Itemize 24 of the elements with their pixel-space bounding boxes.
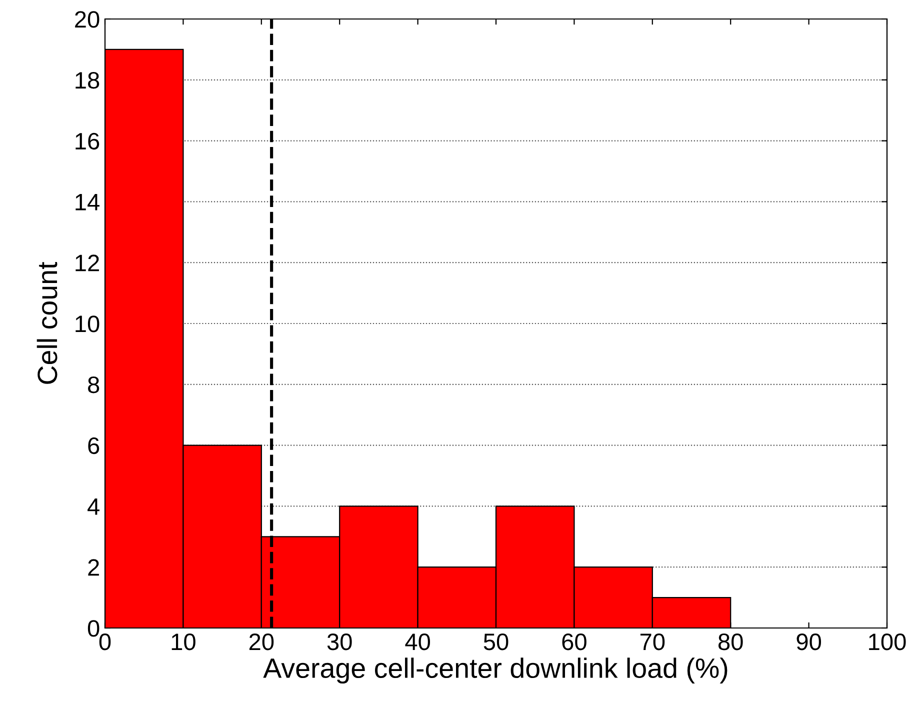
- y-tick-label: 8: [88, 376, 100, 394]
- x-tick-label: 0: [99, 633, 111, 650]
- y-tick-label: 4: [88, 498, 100, 515]
- y-tick-label: 10: [76, 316, 100, 332]
- x-tick-label: 100: [869, 633, 906, 650]
- y-axis-title: Cell count: [36, 262, 58, 384]
- y-tick-label: 16: [76, 132, 100, 150]
- y-tick-label: 18: [76, 72, 100, 89]
- x-tick-label: 70: [640, 633, 665, 650]
- x-tick-label: 20: [249, 633, 274, 650]
- y-tick-label: 6: [88, 437, 100, 454]
- x-tick-label: 80: [718, 633, 743, 650]
- x-tick-label: 50: [484, 633, 508, 650]
- y-tick-label: 12: [76, 254, 99, 272]
- y-tick-label: 14: [76, 194, 100, 210]
- x-tick-label: 30: [327, 633, 352, 650]
- x-tick-label: 40: [405, 633, 430, 650]
- x-tick-label: 10: [172, 633, 196, 650]
- y-tick-label: 2: [88, 559, 99, 576]
- y-tick-label: 20: [75, 11, 100, 28]
- x-tick-label: 60: [562, 633, 586, 650]
- y-tick-label: 0: [88, 620, 100, 637]
- x-tick-label: 90: [796, 633, 822, 650]
- x-axis-title: Average cell-center downlink load (%): [263, 658, 728, 684]
